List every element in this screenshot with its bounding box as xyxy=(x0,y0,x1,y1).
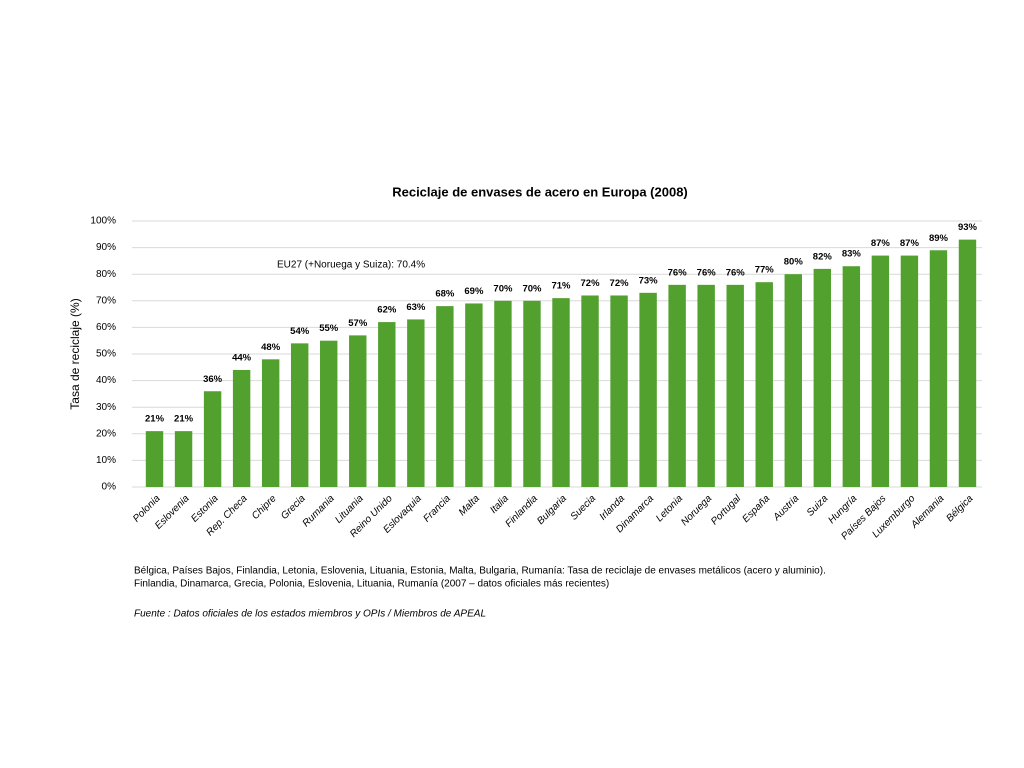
source: Fuente : Datos oficiales de los estados … xyxy=(134,609,486,620)
value-label: 69% xyxy=(464,286,484,297)
bar xyxy=(610,295,628,487)
value-label: 44% xyxy=(232,352,252,363)
bar xyxy=(929,250,948,487)
bar xyxy=(261,359,280,487)
value-label: 71% xyxy=(551,281,571,292)
bar xyxy=(320,340,338,487)
value-label: 83% xyxy=(842,249,862,260)
note: Bélgica, Países Bajos, Finlandia, Letoni… xyxy=(134,566,826,577)
x-tick-label: Suecia xyxy=(569,493,599,523)
chart-title: Reciclaje de envases de acero en Europa … xyxy=(392,184,688,199)
bar xyxy=(871,255,890,487)
value-label: 70% xyxy=(493,283,513,294)
x-tick-label: Finlandia xyxy=(503,493,540,530)
value-label: 76% xyxy=(697,267,717,278)
y-tick-label: 20% xyxy=(96,428,116,439)
bar xyxy=(174,431,193,487)
bar xyxy=(958,239,977,487)
bar xyxy=(726,284,744,487)
y-tick-label: 10% xyxy=(96,455,116,466)
bar xyxy=(232,369,251,487)
value-label: 54% xyxy=(290,326,310,337)
bar xyxy=(697,284,715,487)
y-tick-label: 60% xyxy=(96,322,116,333)
y-tick-label: 100% xyxy=(90,216,116,227)
value-label: 63% xyxy=(406,302,426,313)
value-label: 76% xyxy=(726,267,746,278)
value-label: 87% xyxy=(900,238,920,249)
y-tick-label: 0% xyxy=(102,482,117,493)
bar xyxy=(523,300,541,487)
value-label: 57% xyxy=(348,318,368,329)
y-tick-label: 50% xyxy=(96,349,116,360)
bar xyxy=(552,298,570,487)
value-label: 68% xyxy=(435,289,455,300)
x-tick-label: Austria xyxy=(771,493,802,524)
y-tick-label: 80% xyxy=(96,269,116,280)
x-tick-label: Bulgaria xyxy=(535,493,569,527)
note: Finlandia, Dinamarca, Grecia, Polonia, E… xyxy=(134,579,609,590)
bar xyxy=(639,292,657,487)
value-label: 21% xyxy=(145,414,165,425)
bar xyxy=(581,295,599,487)
value-label: 93% xyxy=(958,222,978,233)
x-tick-label: Italia xyxy=(488,493,511,516)
bar xyxy=(755,282,773,487)
y-tick-label: 30% xyxy=(96,402,116,413)
annotation: EU27 (+Noruega y Suiza): 70.4% xyxy=(277,260,425,271)
bar xyxy=(494,300,512,487)
x-tick-label: Malta xyxy=(457,493,482,518)
value-label: 76% xyxy=(668,267,688,278)
bar xyxy=(407,319,425,487)
y-tick-label: 70% xyxy=(96,295,116,306)
bar xyxy=(145,431,164,487)
bar xyxy=(813,268,832,487)
value-label: 89% xyxy=(929,233,949,244)
value-label: 55% xyxy=(319,323,339,334)
bar xyxy=(203,391,222,487)
y-axis-label: Tasa de reciclaje (%) xyxy=(68,298,82,409)
value-label: 72% xyxy=(581,278,601,289)
x-tick-label: Chipre xyxy=(250,493,279,522)
value-label: 70% xyxy=(522,283,542,294)
y-tick-label: 40% xyxy=(96,375,116,386)
x-tick-label: Bélgica xyxy=(944,493,975,524)
bar xyxy=(842,266,861,487)
bar xyxy=(436,306,454,487)
bar xyxy=(465,303,483,487)
x-tick-label: Noruega xyxy=(679,493,714,528)
value-label: 21% xyxy=(174,414,194,425)
bar xyxy=(349,335,367,487)
value-label: 72% xyxy=(610,278,630,289)
x-tick-label: Portugal xyxy=(709,493,744,528)
value-label: 73% xyxy=(639,275,659,286)
bar xyxy=(378,322,396,487)
value-label: 82% xyxy=(813,251,833,262)
y-tick-label: 90% xyxy=(96,242,116,253)
x-tick-label: España xyxy=(740,493,772,525)
bar xyxy=(784,274,802,487)
x-tick-label: Francia xyxy=(421,493,453,525)
value-label: 62% xyxy=(377,305,397,316)
value-label: 77% xyxy=(755,265,775,276)
bar xyxy=(290,343,309,487)
x-tick-label: Suiza xyxy=(805,493,831,519)
value-label: 36% xyxy=(203,374,223,385)
x-tick-label: Rumania xyxy=(301,493,337,529)
value-label: 87% xyxy=(871,238,891,249)
value-label: 80% xyxy=(784,257,804,268)
bar xyxy=(900,255,919,487)
bar xyxy=(668,284,686,487)
value-label: 48% xyxy=(261,342,281,353)
